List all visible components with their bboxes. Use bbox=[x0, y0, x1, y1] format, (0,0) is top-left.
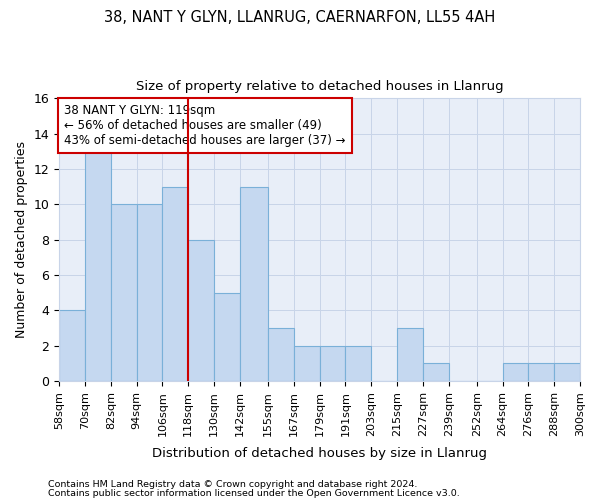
Bar bbox=[294, 346, 320, 381]
Bar bbox=[59, 310, 85, 381]
Text: Contains HM Land Registry data © Crown copyright and database right 2024.: Contains HM Land Registry data © Crown c… bbox=[48, 480, 418, 489]
Bar bbox=[214, 292, 240, 381]
Bar bbox=[268, 328, 294, 381]
Bar bbox=[188, 240, 214, 381]
Bar bbox=[163, 186, 188, 381]
Text: 38, NANT Y GLYN, LLANRUG, CAERNARFON, LL55 4AH: 38, NANT Y GLYN, LLANRUG, CAERNARFON, LL… bbox=[104, 10, 496, 25]
Bar bbox=[503, 364, 529, 381]
Bar bbox=[397, 328, 423, 381]
Text: 38 NANT Y GLYN: 119sqm
← 56% of detached houses are smaller (49)
43% of semi-det: 38 NANT Y GLYN: 119sqm ← 56% of detached… bbox=[64, 104, 346, 147]
Text: Contains public sector information licensed under the Open Government Licence v3: Contains public sector information licen… bbox=[48, 490, 460, 498]
Bar bbox=[554, 364, 580, 381]
Title: Size of property relative to detached houses in Llanrug: Size of property relative to detached ho… bbox=[136, 80, 503, 93]
Bar bbox=[529, 364, 554, 381]
Bar bbox=[137, 204, 163, 381]
Bar bbox=[111, 204, 137, 381]
Y-axis label: Number of detached properties: Number of detached properties bbox=[15, 141, 28, 338]
Bar bbox=[423, 364, 449, 381]
Bar bbox=[85, 152, 111, 381]
Bar bbox=[240, 186, 268, 381]
Bar bbox=[346, 346, 371, 381]
X-axis label: Distribution of detached houses by size in Llanrug: Distribution of detached houses by size … bbox=[152, 447, 487, 460]
Bar bbox=[320, 346, 346, 381]
